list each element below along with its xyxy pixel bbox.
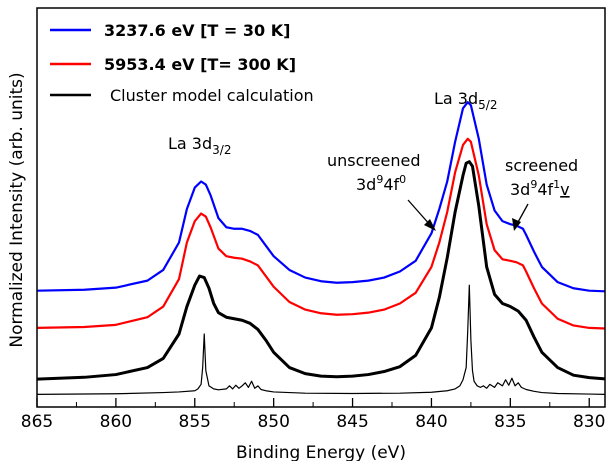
annotation-screened-line1: screened [505, 156, 578, 175]
x-tick-label: 850 [257, 412, 289, 432]
x-tick-label: 865 [21, 412, 53, 432]
annotation-la-3d52-main: La 3d [434, 89, 478, 108]
unscreened-base2: 4f [383, 175, 399, 194]
screened-tail: v [560, 180, 569, 199]
plot-frame [36, 7, 606, 408]
x-tick-label: 830 [573, 412, 605, 432]
annotation-la-3d52: La 3d5/2 [434, 89, 497, 112]
x-tick-label: 840 [415, 412, 447, 432]
unscreened-base1: 3d [356, 175, 376, 194]
series-line-cluster-model [36, 160, 606, 381]
y-axis-title: Normalized Intensity (arb. units) [7, 72, 27, 347]
x-axis-title: Binding Energy (eV) [236, 443, 406, 461]
annotation-la-3d32-main: La 3d [168, 134, 212, 153]
annotation-la-3d52-sub: 5/2 [478, 98, 497, 112]
legend-label-black: Cluster model calculation [110, 86, 314, 105]
screened-base1: 3d [510, 180, 530, 199]
x-tick-label: 860 [100, 412, 132, 432]
x-tick-label: 855 [179, 412, 211, 432]
annotation-unscreened-line1: unscreened [327, 151, 420, 170]
annotation-la-3d32: La 3d3/2 [168, 134, 231, 157]
unscreened-sup1: 9 [376, 173, 383, 186]
unscreened-arrowhead [424, 219, 436, 231]
screened-arrow [516, 203, 529, 225]
series-line-calculation-multiplet [36, 284, 606, 395]
annotation-la-3d32-sub: 3/2 [212, 143, 231, 157]
plot-background [37, 8, 605, 407]
x-tick-label: 835 [494, 412, 526, 432]
unscreened-sup2: 0 [399, 173, 406, 186]
legend: 3237.6 eV [T = 30 K] 5953.4 eV [T= 300 K… [50, 21, 314, 105]
annotation-screened-line2: 3d94f1v [510, 178, 570, 199]
screened-sup2: 1 [553, 178, 560, 191]
screened-arrowhead [512, 218, 521, 231]
series-line-5953eV [36, 137, 606, 330]
annotation-unscreened-line2: 3d94f0 [356, 173, 406, 194]
ticks-layer: 865 860 855 850 845 840 835 830 [21, 398, 605, 432]
screened-sup1: 9 [530, 178, 537, 191]
screened-base2: 4f [537, 180, 553, 199]
legend-label-blue: 3237.6 eV [T = 30 K] [104, 21, 290, 40]
unscreened-arrow [407, 199, 432, 227]
x-tick-label: 845 [336, 412, 368, 432]
legend-label-red: 5953.4 eV [T= 300 K] [104, 55, 296, 74]
